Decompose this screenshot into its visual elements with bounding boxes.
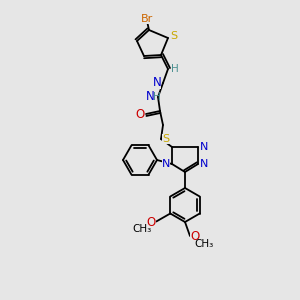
- Text: S: S: [162, 134, 169, 144]
- Text: CH₃: CH₃: [194, 239, 214, 249]
- Text: O: O: [190, 230, 200, 244]
- Text: N: N: [162, 159, 170, 169]
- Text: H: H: [171, 64, 179, 74]
- Text: S: S: [170, 31, 178, 41]
- Text: H: H: [153, 92, 161, 102]
- Text: O: O: [135, 107, 145, 121]
- Text: N: N: [153, 76, 161, 88]
- Text: N: N: [146, 91, 154, 103]
- Text: O: O: [147, 216, 156, 229]
- Text: Br: Br: [141, 14, 153, 24]
- Text: CH₃: CH₃: [133, 224, 152, 235]
- Text: N: N: [200, 142, 208, 152]
- Text: N: N: [200, 159, 208, 169]
